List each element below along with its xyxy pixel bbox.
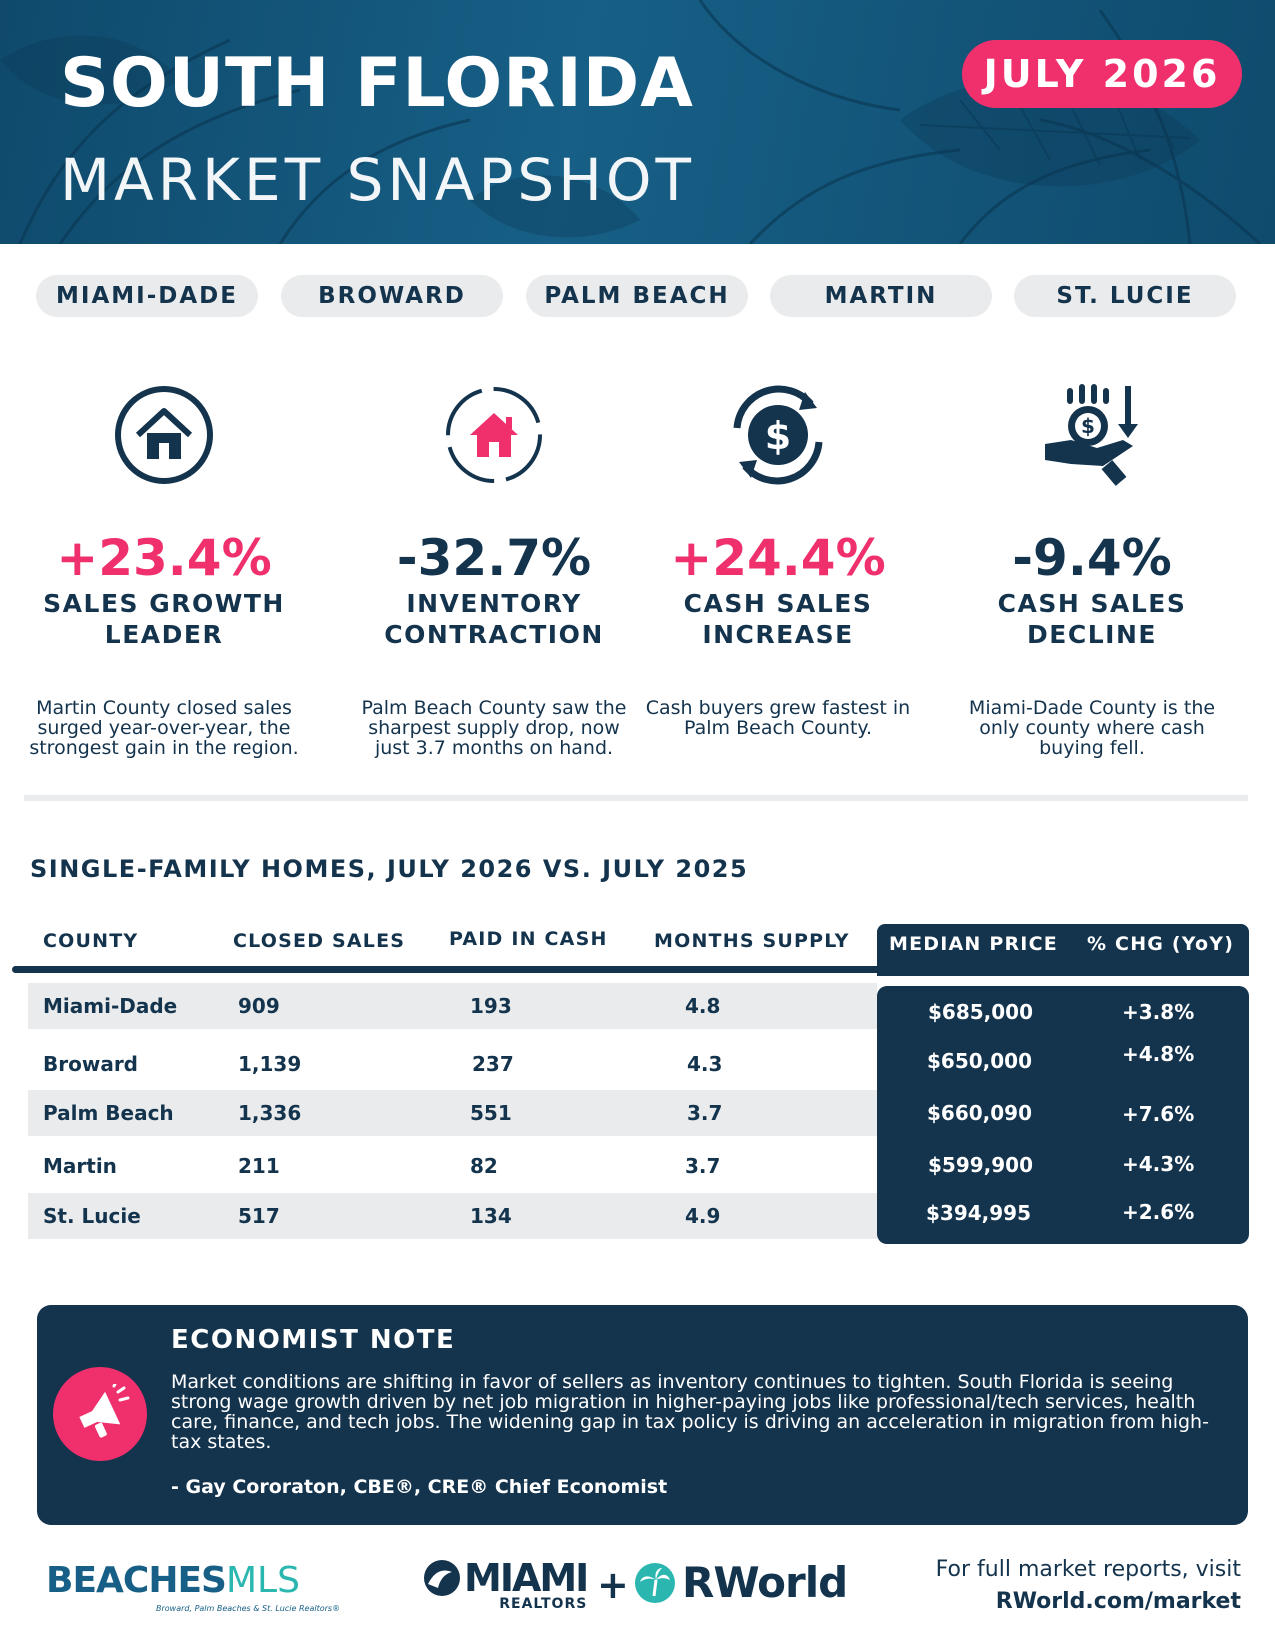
page-subtitle: MARKET SNAPSHOT: [60, 146, 695, 214]
rworld-logo-text: RWorld: [682, 1558, 848, 1607]
cell-months-supply: 4.9: [685, 1204, 721, 1228]
cell-median-price: $685,000: [928, 1000, 1034, 1024]
cell-paid-in-cash: 237: [472, 1052, 514, 1076]
mls-logo-text: MLS: [225, 1560, 300, 1601]
cell-county: Miami-Dade: [43, 994, 178, 1018]
cell-pct-chg: +7.6%: [1122, 1102, 1195, 1126]
beaches-mls-logo: BEACHESMLS Broward, Palm Beaches & St. L…: [46, 1560, 340, 1613]
stat-label: SALES GROWTH LEADER: [43, 589, 285, 649]
stat-value: -9.4%: [1012, 529, 1172, 587]
cell-pct-chg: +4.3%: [1122, 1152, 1195, 1176]
date-badge: JULY 2026: [962, 40, 1242, 108]
miami-logo-text: MIAMI: [464, 1556, 589, 1600]
county-pill-st-lucie: ST. LUCIE: [1014, 275, 1236, 317]
stat-label: CASH SALES DECLINE: [997, 589, 1187, 649]
stat-inventory-contraction: -32.7% INVENTORY CONTRACTION Palm Beach …: [344, 380, 644, 758]
svg-text:$: $: [1081, 414, 1095, 438]
table-row: St. Lucie 517 134 4.9: [28, 1193, 877, 1239]
beaches-tagline: Broward, Palm Beaches & St. Lucie Realto…: [156, 1604, 341, 1613]
note-signature: - Gay Cororaton, CBE®, CRE® Chief Econom…: [171, 1476, 668, 1498]
county-pill-broward: BROWARD: [281, 275, 503, 317]
table-title: SINGLE-FAMILY HOMES, JULY 2026 VS. JULY …: [30, 855, 749, 883]
cell-paid-in-cash: 134: [470, 1204, 512, 1228]
dollar-cycle-icon: $: [628, 380, 928, 490]
note-body: Market conditions are shifting in favor …: [171, 1371, 1209, 1453]
stat-description: Cash buyers grew fastest in Palm Beach C…: [645, 697, 911, 739]
megaphone-icon: [53, 1367, 147, 1461]
cell-median-price: $660,090: [927, 1101, 1033, 1125]
stat-value: -32.7%: [396, 529, 592, 587]
cell-pct-chg: +2.6%: [1122, 1200, 1195, 1224]
cell-closed-sales: 211: [238, 1154, 280, 1178]
county-pill-miami-dade: MIAMI-DADE: [36, 275, 258, 317]
plus-sign: +: [597, 1563, 629, 1607]
cell-closed-sales: 517: [238, 1204, 280, 1228]
column-header-closed-sales: CLOSED SALES: [233, 930, 406, 952]
cell-closed-sales: 909: [238, 994, 280, 1018]
header-banner: SOUTH FLORIDA MARKET SNAPSHOT JULY 2026: [0, 0, 1275, 244]
table-row: Martin 211 82 3.7: [28, 1143, 877, 1189]
note-title: ECONOMIST NOTE: [171, 1325, 456, 1355]
cell-county: St. Lucie: [43, 1204, 141, 1228]
column-header-median-price: MEDIAN PRICE: [889, 933, 1058, 955]
cell-pct-chg: +4.8%: [1122, 1042, 1195, 1066]
stat-cash-sales-increase: $ +24.4% CASH SALES INCREASE Cash buyers…: [628, 380, 928, 738]
realtors-logo-text: REALTORS: [499, 1596, 588, 1612]
cell-pct-chg: +3.8%: [1122, 1000, 1195, 1024]
cell-county: Martin: [43, 1154, 117, 1178]
price-header-block: MEDIAN PRICE % CHG (YoY): [877, 924, 1249, 976]
section-divider: [24, 795, 1248, 801]
table-row: Broward 1,139 237 4.3: [28, 1041, 877, 1087]
cell-county: Broward: [43, 1052, 138, 1076]
economist-note: ECONOMIST NOTE Market conditions are shi…: [37, 1305, 1248, 1525]
stat-description: Martin County closed sales surged year-o…: [29, 697, 299, 759]
cell-paid-in-cash: 82: [470, 1154, 498, 1178]
stat-cash-sales-decline: $ -9.4% CASH SALES DECLINE Miami-Dade Co…: [942, 380, 1242, 758]
house-icon: [344, 380, 644, 490]
footer-cta: For full market reports, visit RWorld.co…: [936, 1554, 1241, 1618]
cell-months-supply: 3.7: [687, 1101, 723, 1125]
stat-label: INVENTORY CONTRACTION: [384, 589, 604, 649]
miami-wave-icon: [424, 1560, 460, 1596]
stat-description: Palm Beach County saw the sharpest suppl…: [361, 697, 627, 759]
table-header-underline: [12, 966, 878, 973]
stat-value: +24.4%: [670, 529, 886, 587]
stat-label: CASH SALES INCREASE: [683, 589, 873, 649]
cell-months-supply: 3.7: [685, 1154, 721, 1178]
rworld-logo: RWorld: [634, 1558, 848, 1607]
column-header-paid-in-cash: PAID IN CASH: [449, 928, 608, 950]
stat-sales-growth: +23.4% SALES GROWTH LEADER Martin County…: [14, 380, 314, 758]
column-header-pct-chg: % CHG (YoY): [1087, 933, 1235, 955]
stat-value: +23.4%: [56, 529, 272, 587]
cell-median-price: $394,995: [926, 1201, 1032, 1225]
cell-paid-in-cash: 551: [470, 1101, 512, 1125]
cell-median-price: $599,900: [928, 1153, 1034, 1177]
table-row: Miami-Dade 909 193 4.8: [28, 983, 877, 1029]
svg-text:$: $: [765, 414, 791, 458]
cell-closed-sales: 1,336: [238, 1101, 302, 1125]
miami-realtors-logo: MIAMI REALTORS: [422, 1556, 589, 1612]
cell-median-price: $650,000: [927, 1049, 1033, 1073]
county-pill-palm-beach: PALM BEACH: [526, 275, 748, 317]
hand-coins-icon: $: [942, 380, 1242, 490]
cell-closed-sales: 1,139: [238, 1052, 302, 1076]
page-title: SOUTH FLORIDA: [60, 44, 694, 123]
cell-county: Palm Beach: [43, 1101, 174, 1125]
column-header-county: COUNTY: [43, 930, 139, 952]
county-pill-martin: MARTIN: [770, 275, 992, 317]
column-header-months-supply: MONTHS SUPPLY: [654, 930, 850, 952]
footer-visit-text: For full market reports, visit: [935, 1557, 1241, 1582]
table-row: Palm Beach 1,336 551 3.7: [28, 1090, 877, 1136]
price-data-block: $685,000 +3.8% $650,000 +4.8% $660,090 +…: [877, 986, 1249, 1244]
cell-months-supply: 4.3: [687, 1052, 723, 1076]
cell-paid-in-cash: 193: [470, 994, 512, 1018]
cell-months-supply: 4.8: [685, 994, 721, 1018]
beaches-logo-text: BEACHES: [46, 1560, 227, 1601]
palm-tree-icon: [635, 1562, 675, 1603]
footer-link[interactable]: RWorld.com/market: [995, 1589, 1241, 1614]
house-icon: [14, 380, 314, 490]
stat-description: Miami-Dade County is the only county whe…: [968, 697, 1216, 759]
